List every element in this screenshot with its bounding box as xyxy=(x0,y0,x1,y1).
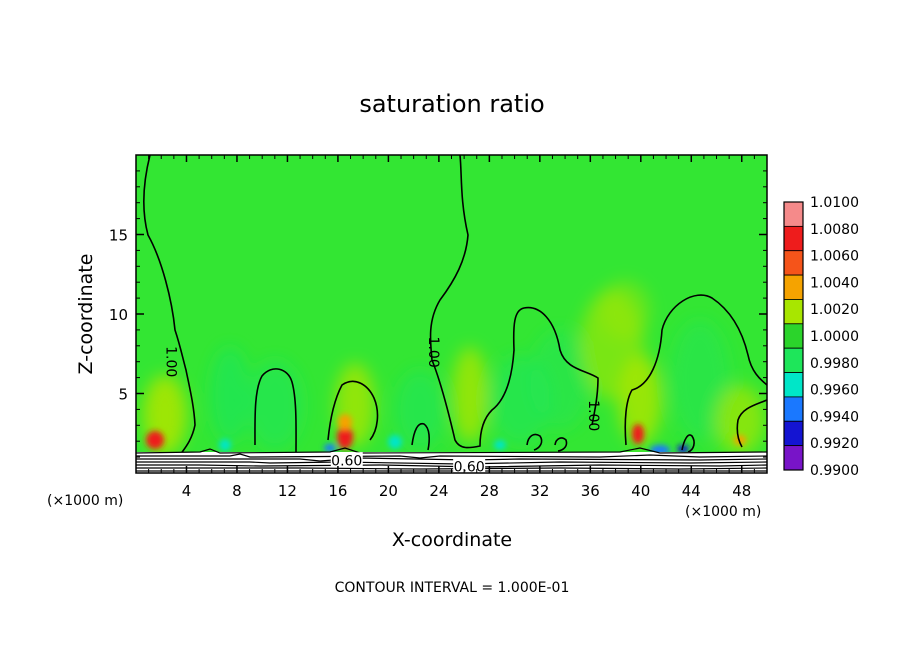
colorbar-swatch xyxy=(783,225,804,252)
x-tick-label: 8 xyxy=(232,482,242,500)
contour-label-text: 1.00 xyxy=(585,400,601,431)
contour-lines xyxy=(143,155,767,456)
colorbar-swatch xyxy=(783,396,804,422)
contour-label: 1.00 xyxy=(425,337,441,368)
colorbar-label: 0.9920 xyxy=(810,436,859,452)
colorbar-label: 1.0060 xyxy=(810,249,859,265)
x-tick-label: 36 xyxy=(581,482,600,500)
x-tick-label: 24 xyxy=(429,482,448,500)
x-axis: 4 8 12 16 20 24 28 32 36 40 44 48 xyxy=(148,155,755,500)
colorbar-frame xyxy=(783,201,804,471)
y-axis-label: Z-coordinate xyxy=(75,254,97,375)
colorbar-swatch xyxy=(783,201,804,227)
colorbar-label: 0.9960 xyxy=(810,383,859,399)
contour-label: 1.00 xyxy=(162,346,178,377)
colorbar-label: 1.0000 xyxy=(810,329,859,345)
colorbar-swatch xyxy=(783,250,804,276)
x-tick-label: 44 xyxy=(682,482,701,500)
contour-interval-note: CONTOUR INTERVAL = 1.000E-01 xyxy=(335,580,570,596)
x-tick-label: 4 xyxy=(182,482,192,500)
x-tick-label: 40 xyxy=(631,482,650,500)
x-tick-label: 16 xyxy=(328,482,347,500)
colorbar-label: 1.0040 xyxy=(810,275,859,291)
plot-area xyxy=(136,155,767,473)
colorbar-swatch xyxy=(783,347,804,373)
chart-title: saturation ratio xyxy=(359,90,544,118)
contour-label-text: 1.00 xyxy=(425,337,441,368)
contour-label-text: 1.00 xyxy=(162,346,178,377)
x-tick-label: 32 xyxy=(530,482,549,500)
colorbar-swatch xyxy=(783,420,804,447)
x-tick-label: 20 xyxy=(379,482,398,500)
colorbar-label: 0.9940 xyxy=(810,409,859,425)
field-hotspots xyxy=(146,414,746,455)
colorbar-label: 1.0100 xyxy=(810,195,859,211)
y-tick-label: 10 xyxy=(109,306,128,324)
colorbar-swatch xyxy=(783,299,804,325)
contour-label: 1.00 xyxy=(585,400,601,431)
colorbar-swatch xyxy=(783,372,804,398)
colorbar-label: 0.9900 xyxy=(810,463,859,479)
colorbar-label: 1.0020 xyxy=(810,302,859,318)
colorbar-label: 1.0080 xyxy=(810,222,859,238)
x-unit-left: (×1000 m) xyxy=(47,493,123,509)
y-tick-label: 5 xyxy=(118,386,128,404)
x-tick-label: 12 xyxy=(278,482,297,500)
y-tick-label: 15 xyxy=(109,227,128,245)
colorbar: 1.0100 1.0080 1.0060 1.0040 1.0020 1.0000 0.99… xyxy=(783,195,859,479)
contour-label: 0.60 xyxy=(330,452,363,469)
y-axis: 5 10 15 xyxy=(109,170,767,458)
x-unit-right: (×1000 m) xyxy=(685,504,761,520)
colorbar-swatch xyxy=(783,323,804,349)
contour-label-text: 0.60 xyxy=(331,453,362,469)
x-tick-label: 28 xyxy=(480,482,499,500)
x-axis-label: X-coordinate xyxy=(392,529,512,551)
x-tick-label: 48 xyxy=(732,482,751,500)
colorbar-swatch xyxy=(783,445,804,471)
field-shading xyxy=(143,280,765,455)
colorbar-label: 0.9980 xyxy=(810,356,859,372)
colorbar-swatch xyxy=(783,274,804,300)
